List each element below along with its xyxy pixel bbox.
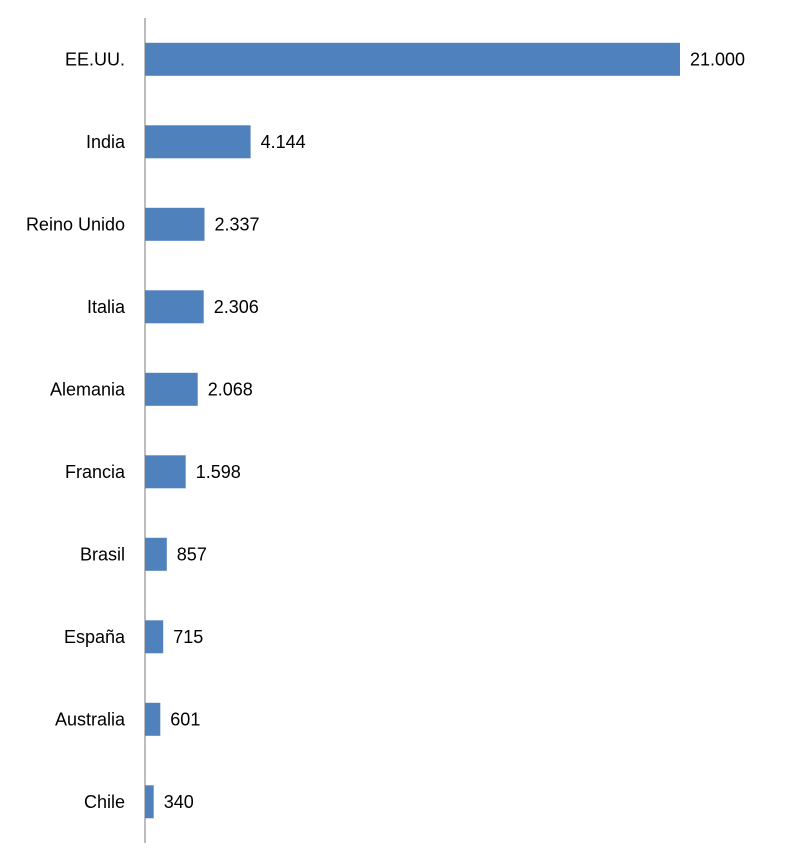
category-label-india: India — [86, 132, 126, 152]
category-label-espana: España — [64, 627, 126, 647]
value-label-espana: 715 — [173, 627, 203, 647]
category-label-chile: Chile — [84, 792, 125, 812]
value-label-ee-uu: 21.000 — [690, 49, 745, 69]
value-label-reino-unido: 2.337 — [215, 214, 260, 234]
bars-layer — [145, 42, 680, 819]
bar-india — [145, 125, 251, 159]
category-label-australia: Australia — [55, 709, 126, 729]
value-label-italia: 2.306 — [214, 297, 259, 317]
category-label-brasil: Brasil — [80, 544, 125, 564]
value-label-brasil: 857 — [177, 544, 207, 564]
value-label-francia: 1.598 — [196, 462, 241, 482]
bar-italia — [145, 290, 204, 324]
category-label-alemania: Alemania — [50, 379, 126, 399]
value-label-alemania: 2.068 — [208, 379, 253, 399]
category-label-reino-unido: Reino Unido — [26, 214, 125, 234]
value-label-australia: 601 — [170, 709, 200, 729]
labels-layer: EE.UU. 21.000 India 4.144 Reino Unido 2.337 It… — [26, 49, 745, 812]
bar-espana — [145, 620, 164, 654]
value-label-india: 4.144 — [261, 132, 306, 152]
bar-australia — [145, 702, 161, 736]
bar-francia — [145, 455, 186, 489]
bar-brasil — [145, 537, 167, 571]
bar-reino-unido — [145, 207, 205, 241]
bar-alemania — [145, 372, 198, 406]
category-label-italia: Italia — [87, 297, 126, 317]
value-label-chile: 340 — [164, 792, 194, 812]
category-label-francia: Francia — [65, 462, 126, 482]
bar-ee-uu — [145, 42, 680, 76]
category-label-ee-uu: EE.UU. — [65, 49, 125, 69]
bar-chile — [145, 785, 154, 819]
